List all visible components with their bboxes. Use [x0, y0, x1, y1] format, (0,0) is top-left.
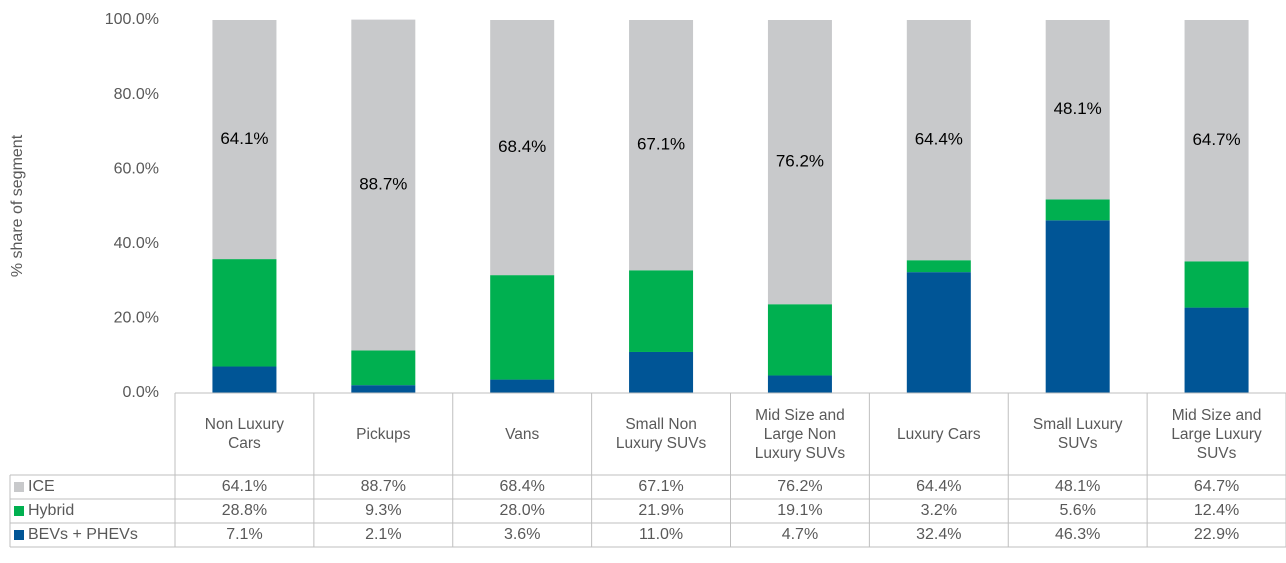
table-cell: 22.9%	[1194, 526, 1239, 543]
table-cell: 2.1%	[365, 526, 401, 543]
table-cell: 3.6%	[504, 526, 540, 543]
bar-segment	[767, 304, 832, 376]
table-cell: 88.7%	[361, 478, 406, 495]
data-label: 64.7%	[1192, 130, 1240, 149]
legend-swatch	[14, 530, 24, 540]
bar-segment	[906, 260, 971, 273]
data-label: 64.4%	[915, 130, 963, 149]
x-tick-label: Vans	[505, 425, 540, 443]
table-cell: 21.9%	[638, 502, 683, 519]
legend-label: Hybrid	[28, 502, 74, 519]
x-tick-label: Mid Size and Large Luxury SUVs	[1171, 406, 1262, 462]
x-tick-label: Non Luxury Cars	[204, 416, 285, 452]
data-label: 67.1%	[637, 135, 685, 154]
table-cell: 67.1%	[638, 478, 683, 495]
bar-segment	[212, 366, 277, 393]
x-tick-label: Mid Size and Large Non Luxury SUVs	[754, 406, 846, 462]
table-cell: 28.8%	[222, 502, 267, 519]
table-cell: 68.4%	[500, 478, 545, 495]
y-tick-label: 40.0%	[114, 235, 159, 252]
table-cell: 46.3%	[1055, 526, 1100, 543]
bar-segment	[906, 20, 971, 261]
data-label: 88.7%	[359, 175, 407, 194]
table-cell: 32.4%	[916, 526, 961, 543]
table-cell: 9.3%	[365, 502, 401, 519]
bar-segment	[351, 350, 416, 386]
bar-segment	[1184, 20, 1249, 262]
bar-segment	[629, 20, 694, 271]
table-cell: 11.0%	[639, 526, 683, 543]
bar-segment	[212, 20, 277, 260]
table-cell: 19.1%	[777, 502, 822, 519]
bar-segment	[767, 20, 832, 305]
bar-segment	[351, 385, 416, 393]
y-tick-label: 100.0%	[105, 11, 159, 28]
bar-segment	[767, 375, 832, 393]
table-cell: 5.6%	[1059, 502, 1095, 519]
y-tick-label: 20.0%	[114, 310, 159, 327]
y-axis-label: % share of segment	[9, 134, 26, 277]
legend-label: ICE	[28, 478, 55, 495]
table-cell: 64.1%	[222, 478, 267, 495]
table-cell: 48.1%	[1055, 478, 1100, 495]
table-cell: 64.4%	[916, 478, 961, 495]
x-tick-label: Small Non Luxury SUVs	[615, 416, 707, 452]
bar-segment	[1045, 220, 1110, 393]
data-label: 48.1%	[1054, 99, 1102, 118]
x-tick-label: Pickups	[356, 425, 411, 443]
x-tick-label: Luxury Cars	[897, 425, 981, 443]
bar-segment	[490, 20, 555, 276]
legend-swatch	[14, 482, 24, 492]
y-tick-label: 60.0%	[114, 160, 159, 177]
data-label: 64.1%	[220, 129, 268, 148]
bar-segment	[1045, 20, 1110, 200]
bar-segment	[906, 272, 971, 393]
table-cell: 76.2%	[777, 478, 822, 495]
bar-segment	[490, 379, 555, 393]
bar-segment	[1045, 199, 1110, 221]
bar-segment	[351, 19, 416, 351]
bar-segment	[1184, 307, 1249, 393]
data-label: 68.4%	[498, 137, 546, 156]
x-tick-label: Small Luxury SUVs	[1032, 416, 1123, 452]
bar-segment	[212, 259, 277, 367]
table-cell: 12.4%	[1194, 502, 1239, 519]
bar-segment	[629, 270, 694, 352]
data-label: 76.2%	[776, 152, 824, 171]
table-cell: 64.7%	[1194, 478, 1239, 495]
bar-segment	[1184, 261, 1249, 308]
y-tick-label: 80.0%	[114, 86, 159, 103]
table-cell: 4.7%	[782, 526, 818, 543]
legend-label: BEVs + PHEVs	[28, 526, 138, 543]
table-cell: 3.2%	[921, 502, 957, 519]
table-cell: 7.1%	[226, 526, 262, 543]
bar-segment	[490, 275, 555, 380]
legend-swatch	[14, 506, 24, 516]
bar-segment	[629, 351, 694, 393]
y-tick-label: 0.0%	[123, 384, 159, 401]
table-cell: 28.0%	[500, 502, 545, 519]
